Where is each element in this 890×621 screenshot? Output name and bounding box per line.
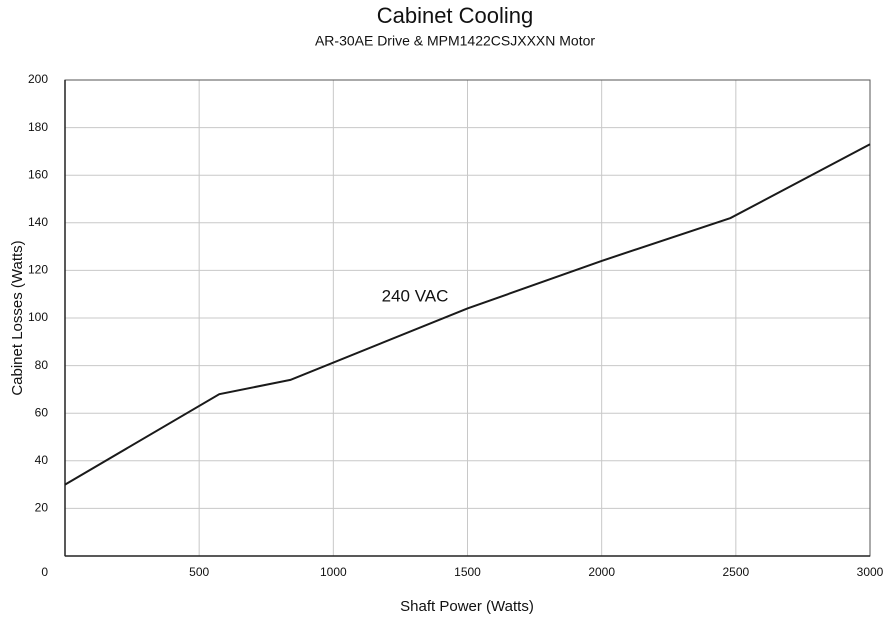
y-tick-label: 200 xyxy=(28,72,48,86)
y-tick-label: 160 xyxy=(28,167,48,181)
y-tick-label: 180 xyxy=(28,120,48,134)
x-tick-label: 2500 xyxy=(722,565,749,579)
x-tick-label: 2000 xyxy=(588,565,615,579)
annotation: 240 VAC xyxy=(382,286,449,305)
x-tick-label: 500 xyxy=(189,565,209,579)
x-axis-label: Shaft Power (Watts) xyxy=(400,598,534,615)
y-tick-label: 80 xyxy=(35,358,49,372)
y-tick-label: 60 xyxy=(35,405,49,419)
y-tick-label: 140 xyxy=(28,215,48,229)
y-tick-label: 100 xyxy=(28,310,48,324)
y-tick-label: 20 xyxy=(35,501,49,515)
y-tick-label: 40 xyxy=(35,453,49,467)
chart-title: Cabinet Cooling xyxy=(377,3,534,28)
y-tick-label: 120 xyxy=(28,263,48,277)
y-axis-label: Cabinet Losses (Watts) xyxy=(9,240,26,395)
x-tick-label: 3000 xyxy=(857,565,884,579)
x-tick-label: 1000 xyxy=(320,565,347,579)
y-tick-label: 0 xyxy=(41,565,48,579)
data-line xyxy=(64,143,871,486)
chart-subtitle: AR-30AE Drive & MPM1422CSJXXXN Motor xyxy=(315,33,595,49)
x-tick-label: 1500 xyxy=(454,565,481,579)
